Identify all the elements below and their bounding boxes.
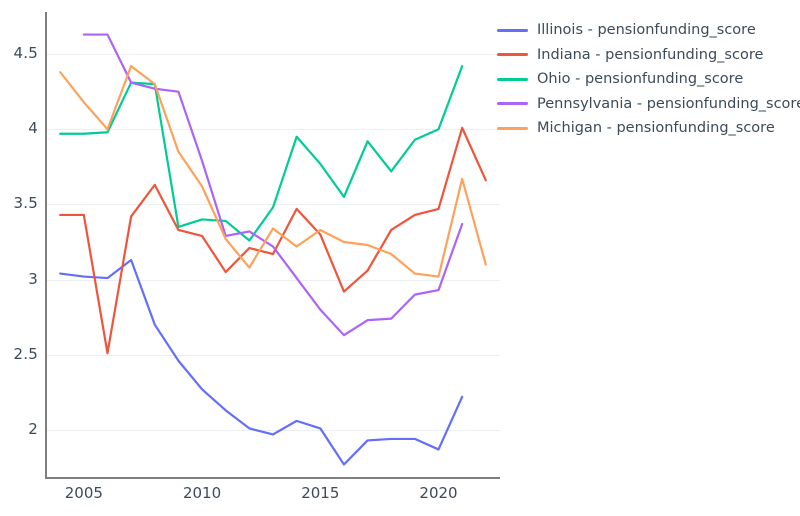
x-tick-label: 2005 [64,484,103,502]
legend-item[interactable]: Pennsylvania - pensionfunding_score [497,92,800,117]
legend-label: Indiana - pensionfunding_score [537,46,764,63]
series-line [59,258,464,466]
legend-label: Pennsylvania - pensionfunding_score [537,95,800,112]
legend-item[interactable]: Michigan - pensionfunding_score [497,116,797,141]
legend-swatch-icon [497,53,528,57]
legend-swatch-icon [497,77,528,81]
legend: Illinois - pensionfunding_score Indiana -… [497,18,800,141]
legend-item[interactable]: Illinois - pensionfunding_score [497,18,797,43]
y-tick-label: 2.5 [13,344,38,363]
x-tick-label: 2010 [182,484,222,502]
series-line [82,33,464,337]
legend-label: Illinois - pensionfunding_score [537,22,756,39]
y-axis-line [45,12,47,478]
series-line [59,126,487,355]
legend-swatch-icon [497,28,528,32]
series-line [59,65,487,278]
legend-label: Ohio - pensionfunding_score [537,71,744,88]
y-tick-label: 3.5 [13,194,38,213]
y-tick-label: 4.5 [13,44,38,63]
legend-label: Michigan - pensionfunding_score [537,120,775,137]
y-tick-label: 4 [28,119,38,138]
x-tick-label: 2020 [419,484,458,502]
legend-item[interactable]: Ohio - pensionfunding_score [497,67,797,92]
x-tick-label: 2015 [301,484,340,502]
x-axis-line [45,477,500,479]
legend-item[interactable]: Indiana - pensionfunding_score [497,43,797,68]
y-tick-label: 2 [28,419,38,438]
legend-swatch-icon [497,102,528,106]
gridline [47,354,500,356]
series-line [59,65,464,242]
legend-swatch-icon [497,126,528,130]
y-tick-label: 3 [28,269,38,288]
gridline [47,129,500,131]
gridline [47,279,500,281]
gridline [47,54,500,56]
gridline [47,429,500,431]
